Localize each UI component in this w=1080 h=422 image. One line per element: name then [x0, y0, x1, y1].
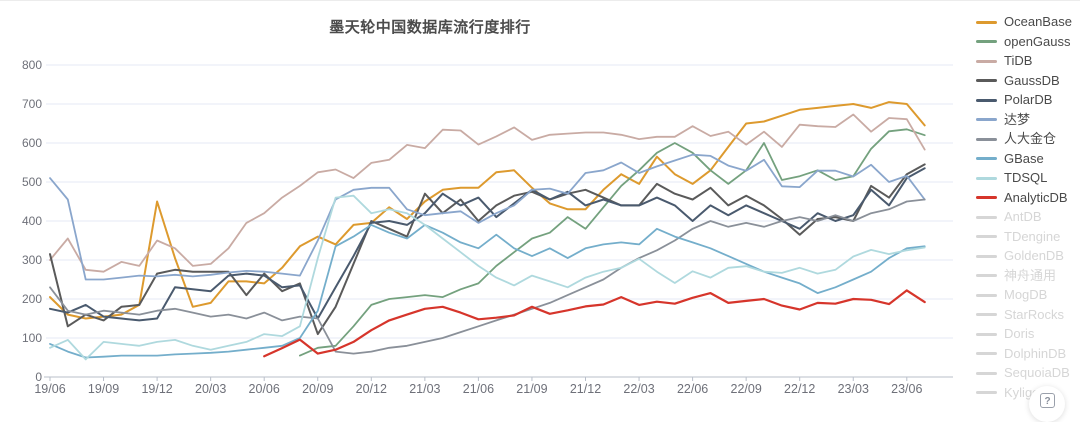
- series-line-人大金仓[interactable]: [49, 198, 926, 355]
- legend-swatch: [976, 40, 997, 43]
- series-line-PolarDB[interactable]: [49, 167, 926, 322]
- legend-swatch: [976, 274, 997, 277]
- legend-swatch: [976, 313, 997, 316]
- legend-label: GoldenDB: [1004, 248, 1064, 263]
- legend-swatch: [976, 176, 997, 180]
- x-axis-label: 21/12: [570, 382, 601, 396]
- legend-item-TDSQL[interactable]: TDSQL: [976, 170, 1047, 186]
- x-axis-label: 20/09: [302, 382, 333, 396]
- legend-swatch: [976, 235, 997, 238]
- legend-label: TDengine: [1004, 228, 1061, 244]
- legend-swatch: [976, 352, 997, 355]
- y-axis-label: 800: [22, 58, 42, 72]
- chart-title: 墨天轮中国数据库流行度排行: [329, 19, 531, 36]
- x-axis-label: 22/03: [623, 382, 654, 396]
- legend-label: 达梦: [1004, 111, 1031, 127]
- x-axis-label: 19/09: [88, 382, 119, 396]
- legend-label: PolarDB: [1004, 92, 1053, 107]
- legend-item-GoldenDB[interactable]: GoldenDB: [976, 248, 1064, 264]
- legend-swatch: [976, 157, 997, 160]
- legend-item-TiDB[interactable]: TiDB: [976, 53, 1032, 69]
- legend-swatch: [976, 20, 997, 24]
- legend-label: DolphinDB: [1004, 345, 1067, 361]
- legend-item-PolarDB[interactable]: PolarDB: [976, 92, 1052, 108]
- legend-item-GBase[interactable]: GBase: [976, 151, 1044, 167]
- series-line-达梦[interactable]: [49, 153, 926, 281]
- y-axis-label: 100: [22, 331, 42, 345]
- x-axis-label: 23/03: [838, 382, 869, 396]
- series-line-GBase[interactable]: [49, 223, 926, 359]
- legend-item-MogDB[interactable]: MogDB: [976, 287, 1047, 303]
- legend-item-openGauss[interactable]: openGauss: [976, 34, 1071, 50]
- x-axis-label: 21/09: [516, 382, 547, 396]
- legend-label: openGauss: [1004, 33, 1071, 49]
- help-icon[interactable]: ?: [1040, 393, 1055, 408]
- legend-label: 人大金仓: [1004, 131, 1057, 146]
- legend-item-AntDB[interactable]: AntDB: [976, 209, 1042, 225]
- x-axis-label: 21/03: [409, 382, 440, 396]
- legend-label: TDSQL: [1004, 170, 1048, 185]
- legend-label: OceanBase: [1004, 14, 1072, 29]
- legend-swatch: [976, 254, 997, 258]
- x-axis-label: 22/09: [731, 382, 762, 396]
- legend-swatch: [976, 118, 997, 121]
- legend-label: GaussDB: [1004, 72, 1060, 88]
- x-axis-label: 23/06: [891, 382, 922, 396]
- legend-label: TiDB: [1004, 53, 1033, 68]
- x-axis-label: 20/12: [356, 382, 387, 396]
- legend-item-SequoiaDB[interactable]: SequoiaDB: [976, 365, 1070, 381]
- legend-label: MogDB: [1004, 287, 1048, 302]
- legend-item-GaussDB[interactable]: GaussDB: [976, 73, 1060, 89]
- series-line-OceanBase[interactable]: [49, 101, 926, 320]
- legend-swatch: [976, 98, 997, 102]
- legend-label: AnalyticDB: [1004, 189, 1068, 205]
- legend-swatch: [976, 332, 997, 336]
- y-axis-label: 300: [22, 253, 42, 267]
- y-axis-label: 700: [22, 97, 42, 111]
- legend-swatch: [976, 215, 997, 219]
- top-divider: [0, 0, 1080, 1]
- x-axis-label: 22/06: [677, 382, 708, 396]
- y-axis-label: 200: [22, 292, 42, 306]
- legend-item-AnalyticDB[interactable]: AnalyticDB: [976, 190, 1068, 206]
- legend-item-StarRocks[interactable]: StarRocks: [976, 307, 1064, 323]
- x-axis-label: 20/06: [249, 382, 280, 396]
- legend-label: SequoiaDB: [1004, 365, 1070, 380]
- legend-swatch: [976, 79, 997, 82]
- legend-swatch: [976, 59, 997, 63]
- x-axis-label: 19/06: [34, 382, 65, 396]
- legend-swatch: [976, 371, 997, 375]
- x-axis-label: 22/12: [784, 382, 815, 396]
- series-line-TDSQL[interactable]: [49, 194, 926, 361]
- legend-item-达梦[interactable]: 达梦: [976, 112, 1030, 128]
- legend-label: GBase: [1004, 150, 1044, 166]
- legend-label: Doris: [1004, 326, 1035, 341]
- legend-item-DolphinDB[interactable]: DolphinDB: [976, 346, 1066, 362]
- x-axis-label: 21/06: [463, 382, 494, 396]
- legend-item-人大金仓[interactable]: 人大金仓: [976, 131, 1056, 147]
- y-axis-label: 400: [22, 214, 42, 228]
- y-axis-label: 600: [22, 136, 42, 150]
- series-line-openGauss[interactable]: [298, 128, 926, 357]
- x-axis-label: 20/03: [195, 382, 226, 396]
- series-line-TiDB[interactable]: [49, 113, 926, 273]
- legend-item-神舟通用[interactable]: 神舟通用: [976, 268, 1056, 284]
- legend-label: 神舟通用: [1004, 267, 1057, 283]
- y-axis-label: 500: [22, 175, 42, 189]
- legend-label: AntDB: [1004, 209, 1042, 224]
- legend-swatch: [976, 391, 997, 394]
- legend-swatch: [976, 196, 997, 199]
- legend: OceanBase openGauss TiDB GaussDB PolarDB 达梦人大…: [976, 0, 1080, 414]
- legend-label: StarRocks: [1004, 306, 1064, 322]
- legend-item-OceanBase[interactable]: OceanBase: [976, 14, 1072, 30]
- x-axis-label: 19/12: [141, 382, 172, 396]
- legend-swatch: [976, 137, 997, 141]
- legend-item-TDengine[interactable]: TDengine: [976, 229, 1060, 245]
- series-line-AnalyticDB[interactable]: [263, 289, 926, 358]
- legend-item-Doris[interactable]: Doris: [976, 326, 1034, 342]
- series-line-GaussDB[interactable]: [49, 163, 926, 336]
- y-axis-label: 0: [35, 370, 42, 384]
- legend-swatch: [976, 293, 997, 297]
